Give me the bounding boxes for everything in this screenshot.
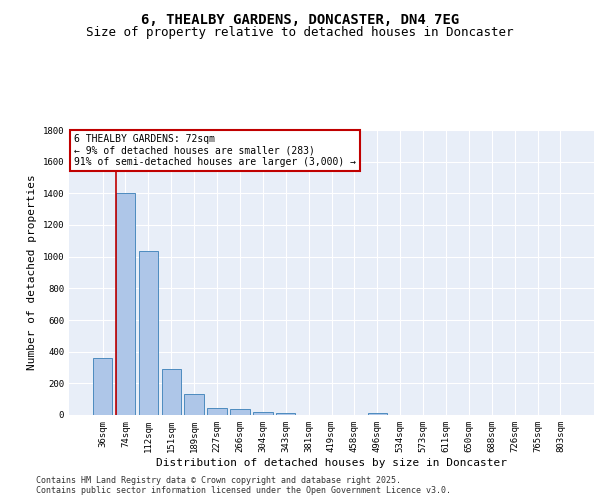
- Bar: [161, 369, 181, 415]
- Bar: [208, 408, 227, 415]
- Bar: [230, 410, 250, 415]
- X-axis label: Distribution of detached houses by size in Doncaster: Distribution of detached houses by size …: [156, 458, 507, 468]
- Bar: [276, 412, 295, 415]
- Y-axis label: Number of detached properties: Number of detached properties: [27, 174, 37, 370]
- Bar: [139, 251, 158, 415]
- Bar: [253, 412, 272, 415]
- Text: 6, THEALBY GARDENS, DONCASTER, DN4 7EG: 6, THEALBY GARDENS, DONCASTER, DN4 7EG: [141, 12, 459, 26]
- Text: Size of property relative to detached houses in Doncaster: Size of property relative to detached ho…: [86, 26, 514, 39]
- Bar: [184, 394, 204, 415]
- Bar: [116, 194, 135, 415]
- Bar: [368, 413, 387, 415]
- Text: 6 THEALBY GARDENS: 72sqm
← 9% of detached houses are smaller (283)
91% of semi-d: 6 THEALBY GARDENS: 72sqm ← 9% of detache…: [74, 134, 356, 168]
- Bar: [93, 358, 112, 415]
- Text: Contains HM Land Registry data © Crown copyright and database right 2025.
Contai: Contains HM Land Registry data © Crown c…: [36, 476, 451, 495]
